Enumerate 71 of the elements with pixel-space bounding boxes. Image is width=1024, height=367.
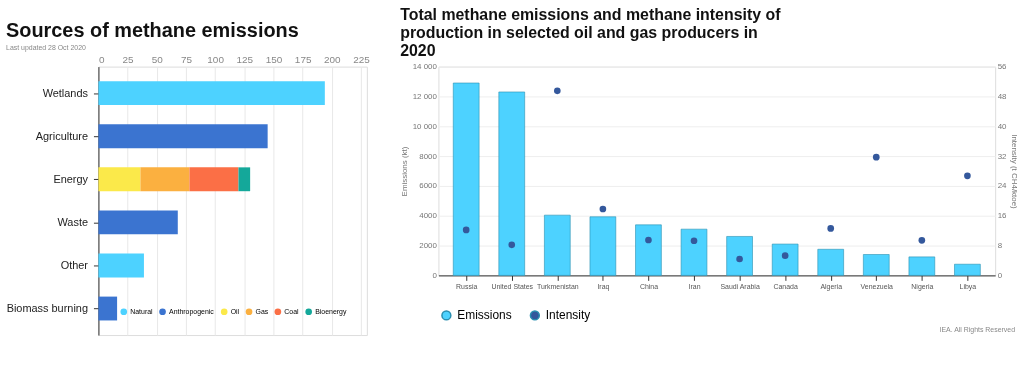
bar — [771, 243, 799, 276]
point — [918, 237, 926, 244]
point — [462, 226, 470, 234]
y-tick-label: 10 000 — [412, 121, 438, 131]
y2-tick-label: 32 — [997, 151, 1008, 161]
y-tick-label: Energy — [53, 172, 89, 185]
chart-title: Total methane emissions and methane intensity of production in selected oil and gas producers in 2020 — [400, 5, 782, 59]
x-tick-label: 125 — [236, 54, 254, 66]
y2-tick-label: 40 — [997, 121, 1008, 131]
y-tick-label: 12 000 — [412, 91, 438, 101]
bar — [726, 236, 753, 276]
bar — [452, 82, 480, 276]
x-tick-label: 150 — [265, 54, 283, 66]
y-tick-label: Waste — [57, 215, 88, 228]
bar — [863, 254, 890, 276]
point — [645, 236, 652, 244]
y2-tick-label: 56 — [997, 62, 1008, 72]
y2-tick-label: 0 — [997, 270, 1003, 280]
bar — [817, 248, 844, 276]
bar — [98, 167, 141, 192]
y-tick-label: 8000 — [419, 151, 438, 161]
point — [690, 237, 698, 245]
y2-tick-label: 24 — [997, 181, 1008, 191]
legend-label: Intensity — [545, 308, 591, 323]
y-tick-label: 2000 — [419, 241, 438, 251]
bar — [98, 296, 118, 321]
bar — [189, 167, 239, 192]
point — [599, 205, 607, 213]
bar — [954, 263, 981, 276]
y2-tick-label: 16 — [997, 211, 1008, 221]
point — [872, 153, 880, 161]
y-axis-title: Emissions (kt) — [399, 146, 409, 197]
y-tick-label: 6000 — [419, 181, 438, 191]
y-tick-label: 14 000 — [412, 62, 438, 72]
y-tick-label: Wetlands — [42, 86, 89, 99]
y-tick-label: Agriculture — [35, 129, 88, 142]
point — [508, 241, 516, 249]
bar — [908, 256, 936, 276]
x-tick-label: 75 — [180, 54, 193, 66]
x-tick-label: 50 — [151, 54, 164, 66]
bar — [238, 167, 251, 192]
bar — [498, 91, 525, 276]
bar — [98, 253, 144, 278]
bar — [635, 224, 662, 276]
y-tick-label: 4000 — [419, 211, 438, 221]
x-tick-label: 0 — [98, 54, 105, 66]
bar — [98, 124, 268, 149]
bar — [140, 167, 190, 192]
bar — [544, 214, 571, 276]
y-tick-label: Other — [60, 258, 89, 271]
x-tick-label: 100 — [207, 54, 225, 66]
point — [781, 252, 789, 259]
y-tick-label: 0 — [432, 270, 438, 280]
bar — [589, 216, 617, 276]
x-tick-label: 25 — [122, 54, 135, 66]
point — [964, 172, 971, 180]
x-tick-label: 225 — [353, 54, 371, 66]
bar — [98, 81, 325, 106]
y2-tick-label: 8 — [997, 241, 1003, 251]
x-tick-label: 200 — [324, 54, 342, 66]
y2-axis-title: Intensity (t CH4/ktoe) — [1010, 134, 1020, 210]
chart-title: Sources of methane emissions — [6, 18, 299, 41]
bar — [98, 210, 178, 235]
x-tick-label: 175 — [294, 54, 312, 66]
point — [553, 87, 561, 95]
y2-tick-label: 48 — [997, 91, 1008, 101]
point — [736, 255, 743, 263]
bar — [680, 228, 708, 276]
point — [827, 225, 835, 232]
legend-label: Emissions — [457, 308, 512, 323]
y-tick-label: Biomass burning — [6, 302, 88, 315]
